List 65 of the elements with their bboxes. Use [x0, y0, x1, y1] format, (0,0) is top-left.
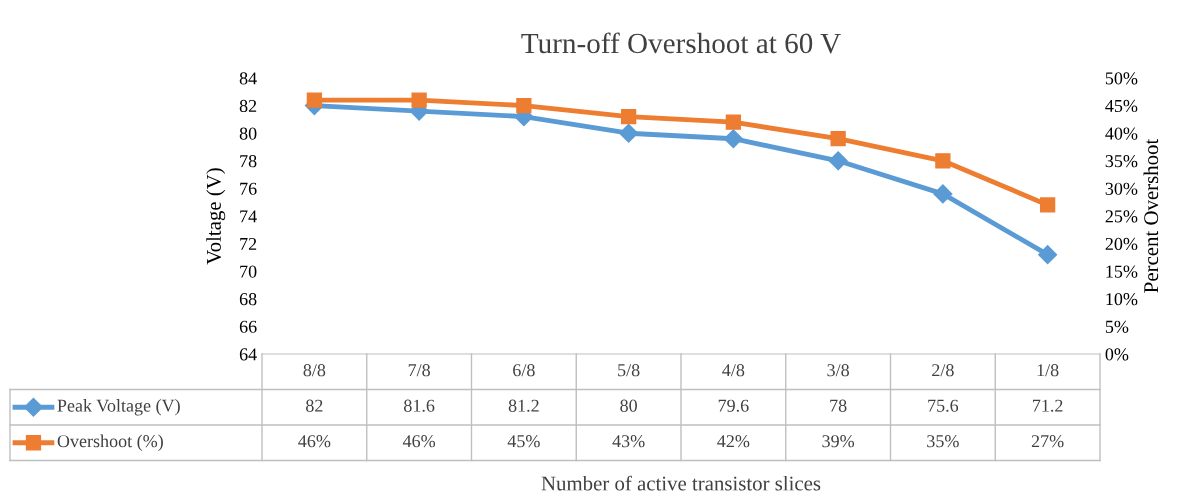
data-label: 82 [306, 399, 323, 412]
y2-axis-title: Percent Overshoot [1143, 138, 1159, 293]
y2-tick-label: 30% [1105, 182, 1138, 195]
x-tick-label: 1/8 [1037, 364, 1059, 377]
y2-tick-label: 25% [1105, 210, 1138, 223]
point [933, 184, 953, 204]
data-label: 81.2 [508, 399, 539, 412]
legend-label: Overshoot (%) [57, 434, 163, 451]
point [828, 151, 848, 171]
y-tick-label: 72 [240, 237, 257, 250]
y-axis-title: Voltage (V) [206, 168, 226, 265]
y2-tick-label: 40% [1105, 127, 1138, 140]
point [725, 114, 742, 130]
y2-tick-label: 20% [1105, 237, 1138, 251]
y2-tick-label: 10% [1106, 293, 1138, 306]
data-label: 80 [620, 399, 637, 412]
chart-title: Turn-off Overshoot at 60 V [521, 32, 841, 54]
y-tick-label: 68 [239, 293, 257, 306]
data-label: 79.6 [718, 399, 749, 412]
data-label: 27% [1031, 435, 1064, 448]
y-tick-label: 84 [239, 72, 257, 85]
data-label: 42% [717, 435, 750, 448]
data-label: 78 [830, 399, 847, 412]
x-tick-label: 5/8 [618, 364, 640, 377]
point [620, 109, 637, 125]
legend-label: Peak Voltage (V) [57, 399, 180, 416]
y2-tick-label: 50% [1105, 72, 1138, 85]
y-tick-label: 70 [240, 265, 257, 278]
y2-tick-label: 35% [1105, 155, 1138, 168]
x-tick-label: 2/8 [932, 364, 954, 377]
y-tick-label: 64 [239, 348, 257, 361]
point [830, 131, 846, 147]
x-tick-label: 8/8 [303, 364, 326, 377]
data-label: 45% [507, 435, 540, 448]
point [516, 97, 532, 114]
y2-tick-label: 5% [1105, 320, 1129, 333]
data-label: 46% [298, 435, 331, 448]
x-tick-label: 7/8 [408, 364, 430, 377]
y-tick-label: 66 [239, 320, 257, 333]
x-axis-title: Number of active transistor slices [541, 475, 821, 491]
point [306, 92, 323, 108]
point [411, 92, 427, 108]
data-label: 35% [927, 435, 959, 448]
data-label: 43% [612, 435, 645, 448]
y2-tick-label: 45% [1105, 99, 1138, 113]
y-tick-label: 76 [240, 182, 257, 195]
x-tick-label: 6/8 [513, 364, 535, 377]
data-label: 46% [402, 435, 436, 448]
y-tick-label: 78 [240, 155, 257, 168]
x-tick-label: 3/8 [827, 364, 849, 377]
point [1038, 245, 1058, 265]
data-label: 71.2 [1033, 399, 1063, 412]
y-tick-label: 80 [239, 127, 257, 140]
y-tick-label: 82 [239, 99, 257, 113]
point [619, 123, 639, 143]
y2-tick-label: 0% [1105, 348, 1129, 361]
y-tick-label: 74 [240, 210, 257, 223]
data-label: 75.6 [928, 399, 959, 412]
y2-tick-label: 15% [1106, 265, 1138, 278]
point [1039, 197, 1056, 213]
data-label: 39% [822, 435, 855, 448]
point [935, 153, 951, 169]
x-tick-label: 4/8 [722, 364, 745, 377]
data-label: 81.6 [404, 399, 435, 412]
point [723, 129, 743, 149]
